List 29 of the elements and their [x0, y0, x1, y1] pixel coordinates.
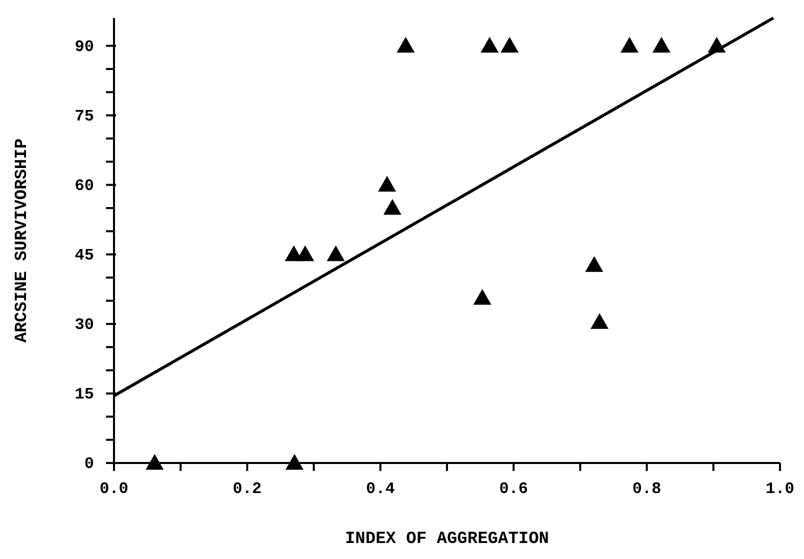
x-tick-label: 0.4: [366, 480, 396, 498]
y-tick-label: 0: [84, 455, 94, 473]
y-tick-label: 30: [74, 316, 94, 334]
point: [396, 36, 415, 53]
point: [620, 36, 638, 53]
x-axis-title: INDEX OF AGGREGATION: [344, 530, 550, 549]
y-tick-label: 45: [74, 246, 94, 264]
y-tick-label: 60: [74, 176, 94, 195]
y-tick-label: 75: [74, 107, 94, 126]
x-tick-label: 0.6: [499, 480, 528, 498]
point: [500, 36, 519, 53]
point: [378, 176, 396, 192]
point: [473, 288, 492, 305]
point: [326, 245, 345, 262]
point: [585, 256, 604, 272]
point: [383, 199, 402, 215]
point: [146, 454, 164, 470]
x-tick-label: 0.2: [232, 480, 262, 498]
point: [590, 313, 609, 329]
point: [480, 36, 499, 53]
y-axis-title: ARCSINE SURVIVORSHIP: [13, 138, 32, 343]
point: [296, 245, 314, 262]
point: [285, 454, 304, 470]
y-tick-label: 90: [74, 38, 94, 56]
x-tick-label: 0.8: [632, 480, 662, 498]
x-tick-label: 1.0: [766, 480, 794, 498]
y-tick-label: 15: [74, 385, 94, 404]
point: [652, 36, 670, 53]
x-tick-label: 0.0: [100, 480, 128, 498]
